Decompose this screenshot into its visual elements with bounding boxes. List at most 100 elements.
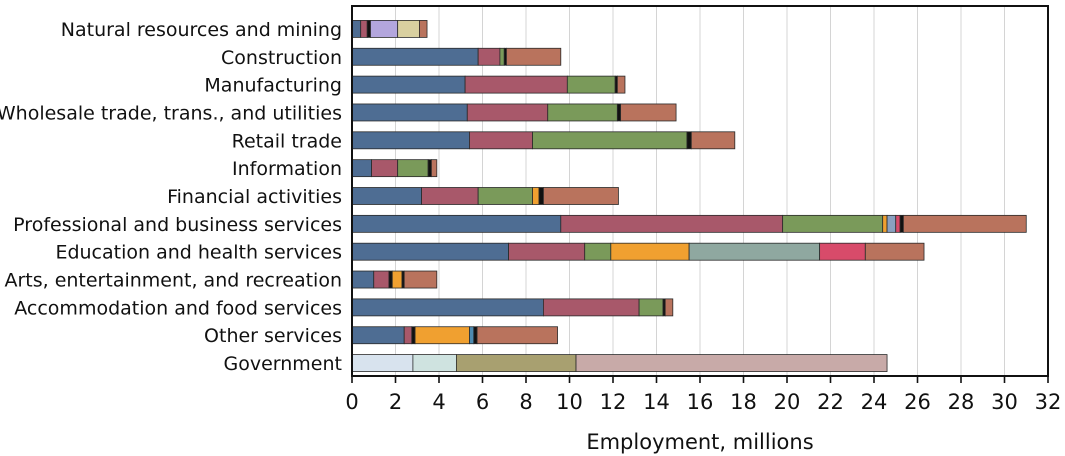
bar-segment: [351, 214, 562, 233]
bar-segment: [895, 214, 901, 233]
bar-segment: [351, 103, 468, 122]
bar-segment: [351, 131, 470, 150]
bar-segment: [819, 242, 866, 261]
bar-segment: [686, 131, 692, 150]
x-tick-label: 28: [948, 390, 975, 414]
bar-segment: [360, 20, 368, 38]
bar-segment: [882, 214, 888, 233]
bar-segment: [397, 20, 420, 38]
bar-segment: [351, 159, 372, 178]
bar-segment: [506, 47, 562, 66]
bar-segment: [397, 159, 429, 178]
bar-segment: [351, 354, 414, 372]
bar-segment: [638, 298, 664, 317]
bar-segment: [351, 187, 422, 205]
bar-segment: [388, 270, 393, 289]
category-label: Other services: [204, 325, 342, 347]
bar-segment: [620, 103, 677, 122]
bars: [351, 20, 1027, 372]
x-tick-label: 22: [817, 390, 844, 414]
x-tick-label: 8: [519, 390, 532, 414]
bar-segment: [351, 242, 510, 261]
category-label: Retail trade: [232, 130, 342, 152]
bar-segment: [575, 354, 888, 372]
bar-segment: [547, 103, 618, 122]
bar-segment: [584, 242, 612, 261]
x-tick-label: 18: [730, 390, 757, 414]
bar-segment: [616, 103, 622, 122]
bar-segment: [455, 354, 577, 372]
bar-segment: [532, 187, 540, 205]
x-tick-label: 2: [389, 390, 402, 414]
x-tick-label: 4: [432, 390, 445, 414]
x-tick-label: 0: [345, 390, 358, 414]
bar-segment: [419, 20, 428, 38]
bar-segment: [543, 187, 619, 205]
bar-segment: [610, 242, 690, 261]
category-label: Natural resources and mining: [61, 19, 342, 41]
category-labels: Natural resources and mining Construction…: [0, 19, 342, 375]
bar-segment: [464, 75, 568, 94]
bar-segment: [560, 214, 784, 233]
category-label: Manufacturing: [204, 75, 342, 97]
bar-segment: [499, 47, 505, 66]
category-label: Government: [224, 353, 343, 375]
bar-segment: [902, 214, 1027, 233]
category-label: Accommodation and food services: [14, 297, 342, 319]
bar-segment: [371, 159, 399, 178]
bar-segment: [616, 75, 626, 94]
bar-segment: [566, 75, 616, 94]
bar-segment: [690, 131, 736, 150]
bar-segment: [403, 270, 438, 289]
bar-segment: [351, 20, 362, 38]
x-tick-label: 32: [1035, 390, 1062, 414]
category-label: Construction: [221, 47, 342, 69]
bar-segment: [403, 326, 413, 345]
bar-segment: [466, 103, 549, 122]
bar-segment: [664, 298, 674, 317]
category-label: Professional and business services: [13, 214, 342, 236]
bar-segment: [366, 20, 371, 38]
bar-segment: [532, 131, 688, 150]
bar-segment: [430, 159, 438, 178]
x-tick-label: 6: [476, 390, 489, 414]
category-label: Arts, entertainment, and recreation: [4, 270, 342, 292]
bar-segment: [412, 354, 457, 372]
x-tick-label: 20: [774, 390, 801, 414]
bar-segment: [538, 187, 544, 205]
x-axis-ticks: 0 2 4 6 8 10 12 14 16 18 20 22 24 26 28 30 32: [345, 376, 1061, 414]
x-tick-label: 16: [687, 390, 714, 414]
bar-segment: [351, 270, 375, 289]
x-tick-label: 30: [991, 390, 1018, 414]
bar-segment: [469, 131, 533, 150]
bar-segment: [899, 214, 904, 233]
bar-segment: [411, 326, 416, 345]
bar-segment: [886, 214, 897, 233]
bar-segment: [473, 326, 478, 345]
bar-segment: [370, 20, 399, 38]
bar-segment: [351, 298, 544, 317]
x-tick-label: 26: [904, 390, 931, 414]
category-label: Wholesale trade, trans., and utilities: [0, 102, 342, 124]
bar-segment: [351, 47, 479, 66]
bar-segment: [543, 298, 640, 317]
category-label: Education and health services: [55, 242, 342, 264]
category-label: Financial activities: [167, 186, 342, 208]
bar-segment: [421, 187, 479, 205]
x-tick-label: 14: [643, 390, 670, 414]
x-tick-label: 24: [861, 390, 888, 414]
x-tick-label: 10: [556, 390, 583, 414]
bar-segment: [476, 326, 558, 345]
bar-segment: [427, 159, 432, 178]
bar-segment: [469, 326, 475, 345]
bar-segment: [688, 242, 821, 261]
bar-segment: [414, 326, 470, 345]
bar-segment: [864, 242, 925, 261]
bar-segment: [782, 214, 884, 233]
bar-segment: [351, 75, 466, 94]
bar-segment: [391, 270, 403, 289]
bar-segment: [351, 326, 405, 345]
bar-segment: [477, 47, 501, 66]
category-label: Information: [232, 158, 342, 180]
